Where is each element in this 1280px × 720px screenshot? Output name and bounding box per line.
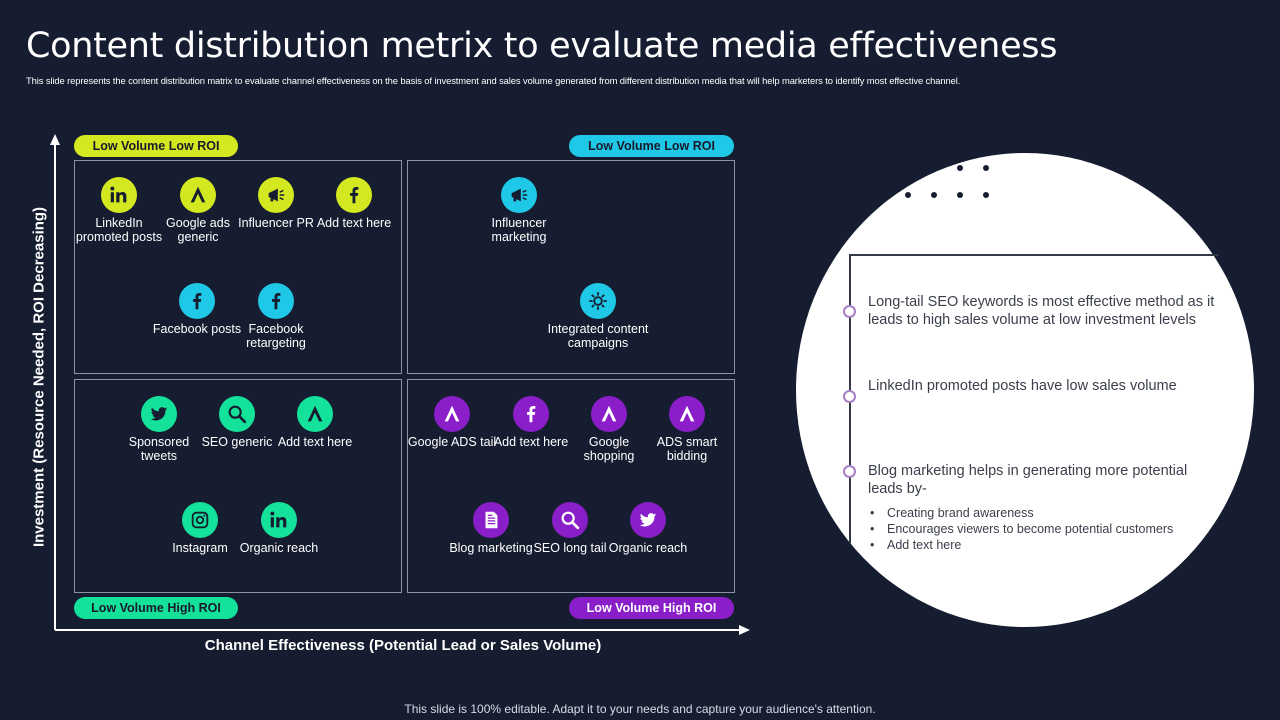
channel-label: ADS smart bidding — [656, 435, 718, 463]
channel-label: Influencer PR — [238, 216, 314, 230]
channel-item: Facebook retargeting — [231, 283, 321, 350]
twitter-icon — [630, 502, 666, 538]
google-ads-icon — [669, 396, 705, 432]
timeline-marker — [843, 305, 856, 318]
google-ads-icon — [434, 396, 470, 432]
document-icon — [473, 502, 509, 538]
channel-label: Facebook retargeting — [246, 322, 306, 350]
insight-sub-item: Encourages viewers to become potential c… — [870, 521, 1173, 537]
channel-item: Integrated content campaigns — [538, 283, 658, 350]
decor-dot — [905, 192, 911, 198]
insight-sub-item: Add text here — [870, 537, 1173, 553]
channel-item: Add text here — [486, 396, 576, 449]
quadrant-top-right — [407, 160, 735, 374]
channel-label: Instagram — [172, 541, 228, 555]
channel-item: Add text here — [270, 396, 360, 449]
x-axis-label: Channel Effectiveness (Potential Lead or… — [204, 637, 602, 654]
instagram-icon — [182, 502, 218, 538]
channel-item: Organic reach — [234, 502, 324, 555]
channel-label: Influencer marketing — [491, 216, 547, 244]
tag-bottom-right: Low Volume High ROI — [569, 597, 734, 619]
megaphone-icon — [501, 177, 537, 213]
channel-label: Facebook posts — [152, 322, 242, 336]
channel-label: SEO long tail — [533, 541, 607, 555]
facebook-icon — [179, 283, 215, 319]
channel-label: SEO generic — [201, 435, 273, 449]
google-ads-icon — [297, 396, 333, 432]
channel-label: Add text here — [316, 216, 392, 230]
insight-point: Long-tail SEO keywords is most effective… — [868, 294, 1215, 328]
google-ads-icon — [591, 396, 627, 432]
channel-item: Add text here — [309, 177, 399, 230]
channel-label: Add text here — [277, 435, 353, 449]
page-subtitle: This slide represents the content distri… — [26, 75, 961, 86]
twitter-icon — [141, 396, 177, 432]
channel-label: Sponsored tweets — [128, 435, 190, 463]
channel-label: Google ads generic — [166, 216, 230, 244]
channel-item: Google ads generic — [153, 177, 243, 244]
decor-dot — [931, 192, 937, 198]
channel-item: Sponsored tweets — [114, 396, 204, 463]
channel-item: LinkedIn promoted posts — [74, 177, 164, 244]
tag-top-right: Low Volume Low ROI — [569, 135, 734, 157]
timeline-top-line — [849, 254, 1219, 256]
y-axis-label: Investment (Resource Needed, ROI Decreas… — [30, 206, 48, 548]
search-icon — [552, 502, 588, 538]
channel-item: Facebook posts — [152, 283, 242, 336]
channel-item: Instagram — [155, 502, 245, 555]
channel-label: Organic reach — [239, 541, 319, 555]
channel-item: ADS smart bidding — [642, 396, 732, 463]
tag-bottom-left: Low Volume High ROI — [74, 597, 238, 619]
channel-item: Blog marketing — [446, 502, 536, 555]
insight-point: LinkedIn promoted posts have low sales v… — [868, 378, 1177, 394]
channel-label: Add text here — [493, 435, 569, 449]
decor-dot — [957, 165, 963, 171]
decor-dot — [957, 192, 963, 198]
linkedin-icon — [261, 502, 297, 538]
decor-dot — [983, 165, 989, 171]
channel-label: Google ADS tail — [407, 435, 497, 449]
tag-top-left: Low Volume Low ROI — [74, 135, 238, 157]
channel-item: Google ADS tail — [407, 396, 497, 449]
timeline-marker — [843, 390, 856, 403]
gear-icon — [580, 283, 616, 319]
timeline-marker — [843, 465, 856, 478]
search-icon — [219, 396, 255, 432]
google-ads-icon — [180, 177, 216, 213]
linkedin-icon — [101, 177, 137, 213]
megaphone-icon — [258, 177, 294, 213]
channel-label: Integrated content campaigns — [547, 322, 649, 350]
channel-item: Organic reach — [603, 502, 693, 555]
facebook-icon — [513, 396, 549, 432]
channel-item: Influencer PR — [231, 177, 321, 230]
channel-item: SEO long tail — [525, 502, 615, 555]
facebook-icon — [336, 177, 372, 213]
channel-item: Influencer marketing — [474, 177, 564, 244]
page-title: Content distribution metrix to evaluate … — [26, 26, 1058, 66]
channel-label: LinkedIn promoted posts — [75, 216, 163, 244]
decor-dot — [983, 192, 989, 198]
channel-label: Google shopping — [583, 435, 635, 463]
channel-label: Organic reach — [608, 541, 688, 555]
insight-sub-list: Creating brand awareness Encourages view… — [870, 505, 1173, 553]
channel-label: Blog marketing — [449, 541, 533, 555]
channel-item: SEO generic — [192, 396, 282, 449]
facebook-icon — [258, 283, 294, 319]
insight-sub-item: Creating brand awareness — [870, 505, 1173, 521]
channel-item: Google shopping — [564, 396, 654, 463]
footer-note: This slide is 100% editable. Adapt it to… — [404, 702, 876, 716]
insight-point: Blog marketing helps in generating more … — [868, 463, 1188, 497]
